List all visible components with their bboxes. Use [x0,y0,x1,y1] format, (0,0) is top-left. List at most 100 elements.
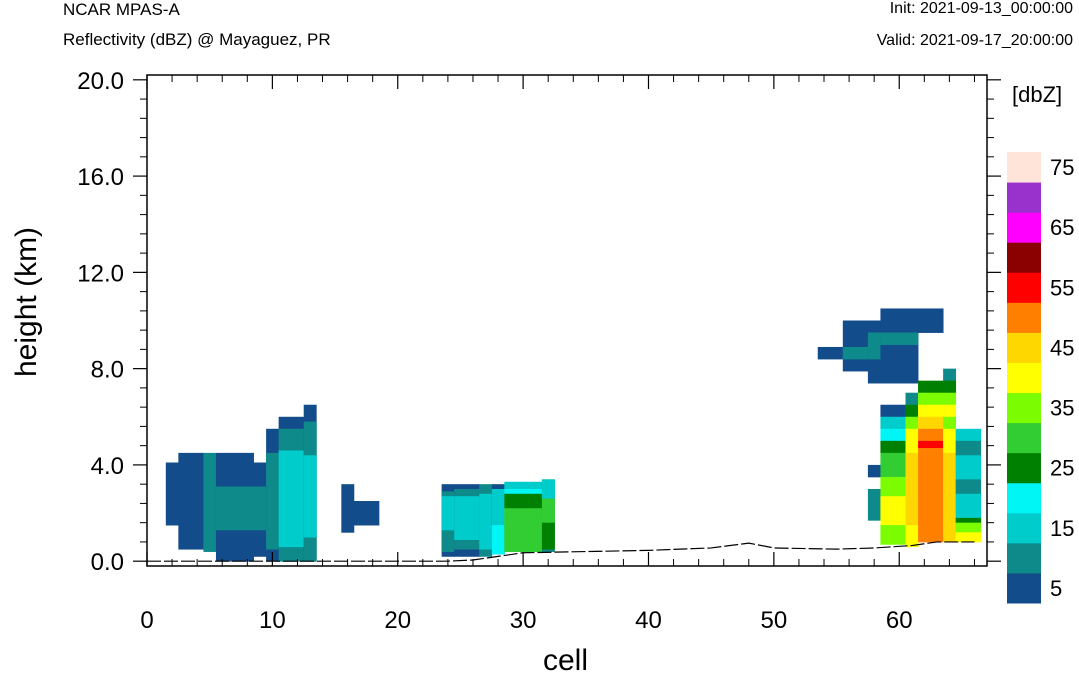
reflectivity-cell [880,332,919,345]
reflectivity-cell [203,452,217,552]
reflectivity-cell [905,404,919,418]
reflectivity-cell [955,440,982,456]
reflectivity-cell [491,525,505,555]
colorbar-swatch [1007,302,1041,333]
y-tick-label: 8.0 [91,357,124,384]
reflectivity-cell [943,404,957,418]
colorbar: 5 15 25 35 45 55 65 75 [1007,152,1074,604]
reflectivity-cell [905,452,919,526]
reflectivity-cell [541,479,555,500]
reflectivity-cell [905,416,919,430]
reflectivity-cell [880,476,894,497]
reflectivity-cell [918,416,944,430]
colorbar-label: 75 [1050,155,1074,180]
colorbar-swatch [1007,242,1041,273]
y-tick-label: 12.0 [77,260,124,287]
reflectivity-cell [880,428,894,442]
colorbar-swatch [1007,452,1041,484]
colorbar-swatch [1007,482,1041,514]
reflectivity-cell [541,522,555,550]
plot-frame [146,74,988,567]
reflectivity-cell [817,346,844,360]
y-tick-label: 20.0 [77,68,124,95]
colorbar-swatch [1007,272,1041,303]
reflectivity-cell [266,452,280,550]
reflectivity-cell [880,416,894,430]
reflectivity-cell [955,455,982,480]
colorbar-label: 5 [1050,576,1062,601]
reflectivity-cell [955,517,982,524]
reflectivity-cell [943,452,957,543]
reflectivity-cell [892,428,906,442]
colorbar-swatch [1007,422,1041,454]
x-tick-label: 0 [140,607,153,634]
y-tick-label: 4.0 [91,453,124,480]
axis-ticks: 0 10 20 30 40 50 60 0.0 4.0 8.0 12.0 16.0 20.0 [77,68,1001,634]
reflectivity-cell [892,440,906,454]
x-tick-label: 40 [635,607,662,634]
reflectivity-cell [353,501,380,526]
reflectivity-cell [892,476,906,497]
reflectivity-cell [943,416,957,430]
reflectivity-cell [441,496,455,531]
terrain-layer [147,541,975,562]
reflectivity-cell [955,428,982,442]
reflectivity-cell [303,455,317,538]
reflectivity-cell [165,462,179,526]
colorbar-label: 65 [1050,215,1074,240]
colorbar-swatch [1007,332,1041,363]
colorbar-label: 25 [1050,456,1074,481]
x-axis-label: cell [543,644,589,677]
reflectivity-cell [867,464,881,478]
terrain-line [147,541,975,562]
colorbar-swatch [1007,542,1041,574]
colorbar-units: [dbZ] [1012,82,1063,107]
colorbar-swatch [1007,212,1041,243]
colorbar-swatch [1007,182,1041,213]
reflectivity-cell [918,392,944,406]
cells-layer [165,308,982,562]
y-tick-label: 0.0 [91,549,124,576]
chart-subtitle: Reflectivity (dBZ) @ Mayaguez, PR [63,30,331,49]
reflectivity-cell [454,496,480,540]
x-tick-label: 10 [259,607,286,634]
reflectivity-cell [541,498,555,524]
reflectivity-cell [892,416,906,430]
reflectivity-cell [880,404,894,418]
reflectivity-cell [943,428,957,454]
colorbar-swatch [1007,572,1041,604]
plot-border [146,74,988,567]
colorbar-swatch [1007,512,1041,544]
colorbar-swatch [1007,152,1041,183]
x-tick-label: 50 [761,607,788,634]
reflectivity-cell [880,496,894,526]
reflectivity-cell [892,452,906,478]
reflectivity-cell [918,448,944,543]
reflectivity-cell [215,486,254,531]
reflectivity-cell [918,404,944,418]
reflectivity-cell [918,380,944,394]
colorbar-label: 55 [1050,275,1074,300]
reflectivity-cell [253,486,267,531]
reflectivity-cell [842,320,869,372]
reflectivity-cell [955,493,982,519]
reflectivity-cell [880,308,919,384]
reflectivity-cell [880,525,894,545]
reflectivity-cell [918,440,944,449]
colorbar-label: 15 [1050,516,1074,541]
chart-title: NCAR MPAS-A [63,0,180,19]
reflectivity-cell [905,525,919,548]
colorbar-swatch [1007,362,1041,394]
reflectivity-cell [943,380,957,394]
reflectivity-cell [943,392,957,406]
reflectivity-cell [892,525,906,545]
colorbar-label: 35 [1050,396,1074,421]
reflectivity-cell [479,493,493,550]
reflectivity-cell [892,496,906,526]
reflectivity-cell [892,404,906,418]
reflectivity-cell [278,450,305,548]
reflectivity-cell [905,392,919,406]
colorbar-label: 45 [1050,335,1074,360]
x-tick-label: 60 [886,607,913,634]
